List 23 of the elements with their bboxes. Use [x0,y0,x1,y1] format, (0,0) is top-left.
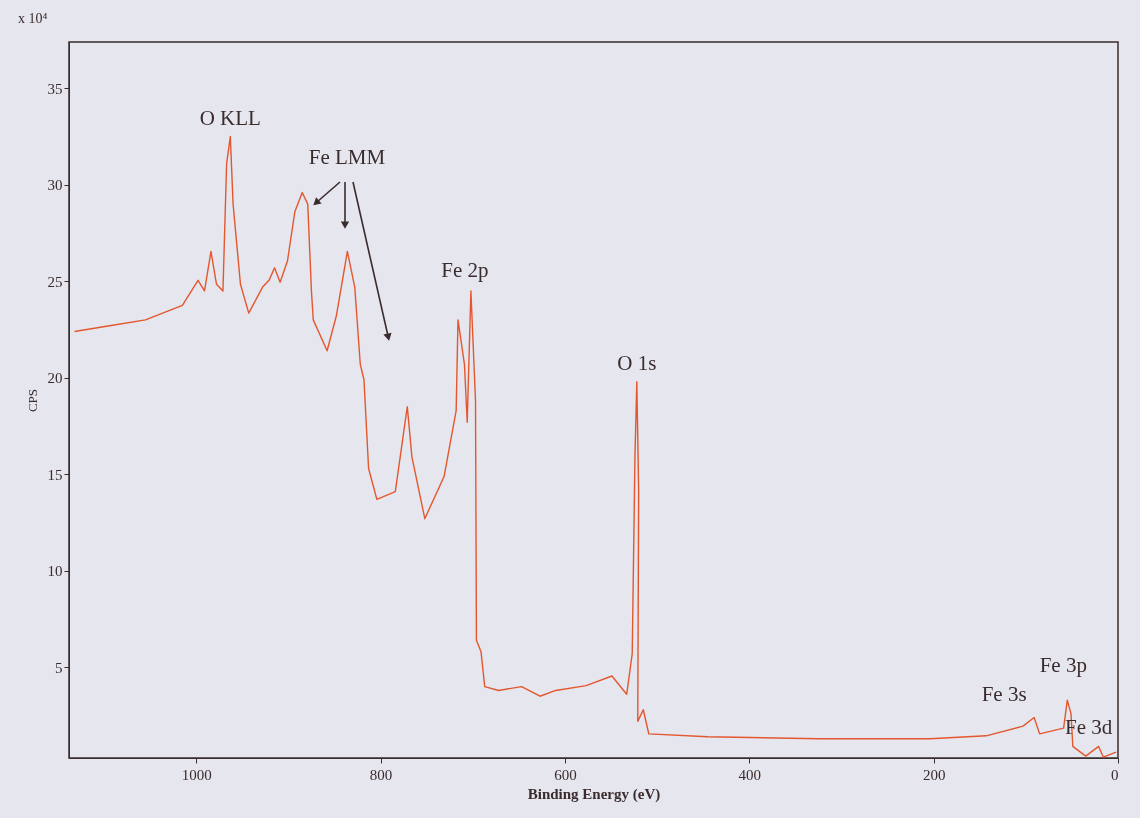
annotation: Fe 3p [1039,653,1087,678]
text: x 10⁴ [18,11,48,26]
x-tick-label: 200 [922,766,946,783]
annotation: O KLL [199,105,261,130]
y-axis-title: CPS [24,388,40,413]
x-tick-label: 0 [1111,766,1119,783]
x-tick-label: 600 [554,766,577,783]
y-tick-label: 15 [47,466,63,483]
y-tick-label: 25 [47,273,63,290]
annotation: Fe 2p [441,257,489,282]
y-tick-label: 10 [47,563,63,580]
x-tick-label: 400 [738,766,762,783]
annotation: Fe 3s [981,682,1027,707]
line-series [73,135,1117,758]
x-tick-label: 800 [369,766,393,783]
annotation: Fe LMM [308,145,386,169]
x-tick-label: 1000 [181,766,212,783]
annotation: O 1s [617,350,657,375]
y-tick-label: 20 [47,370,63,387]
x-axis-title: Binding Energy (eV) [527,785,661,803]
y-tick-label: 35 [47,80,63,97]
y-tick-label: 30 [47,177,63,194]
y-tick-label: 5 [55,659,63,676]
